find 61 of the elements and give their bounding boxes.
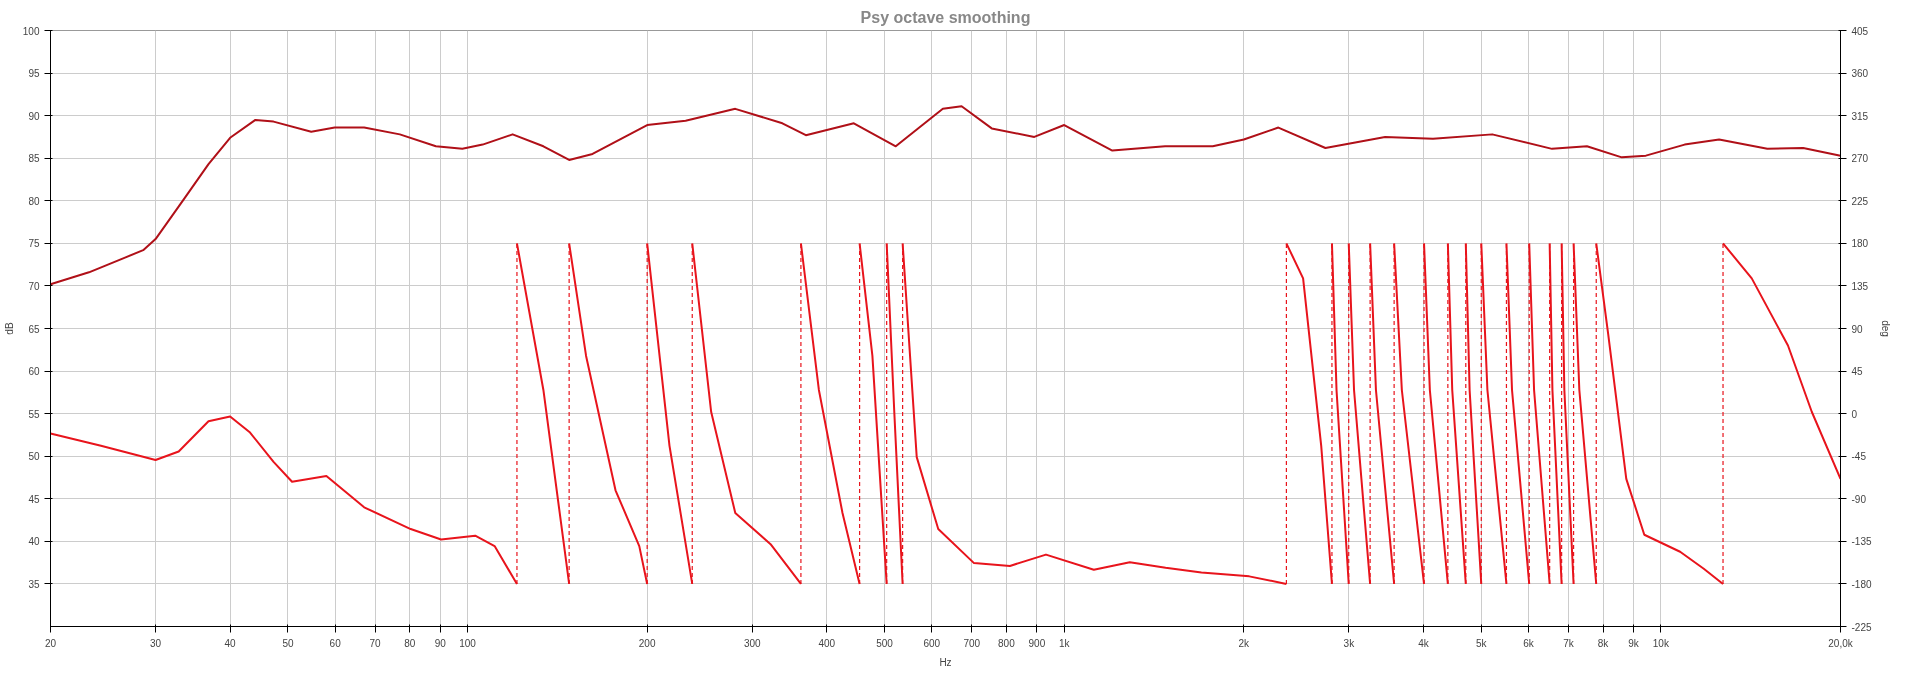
x-tick-label: 800 (998, 637, 1016, 649)
y2-tick-label: 0 (1851, 408, 1858, 420)
x-tick-label: 300 (743, 637, 762, 649)
x-tick-label: 1k (1058, 637, 1071, 649)
x-tick-label: 200 (638, 637, 656, 649)
y-tick-label: 55 (28, 408, 40, 420)
y-tick-label: 50 (28, 451, 40, 463)
x-tick-label: 900 (1028, 637, 1046, 649)
y-tick-label: 45 (28, 493, 40, 505)
y-tick-label: 40 (28, 536, 40, 548)
x-tick-label: 2k (1238, 637, 1251, 649)
y2-tick-label: 45 (1851, 366, 1864, 378)
x-tick-label: 8k (1597, 637, 1610, 649)
x-tick-label: 4k (1418, 637, 1430, 649)
y2-axis-title: deg (1879, 320, 1891, 337)
x-tick-label: 20,0k (1828, 637, 1854, 649)
x-tick-label: 7k (1563, 637, 1575, 649)
y-tick-label: 100 (22, 25, 40, 37)
x-tick-label: 6k (1523, 637, 1535, 649)
y-tick-label: 80 (28, 195, 40, 207)
y-axis-title: dB (3, 322, 15, 335)
x-tick-label: 40 (224, 637, 237, 649)
y-tick-label: 95 (28, 68, 40, 80)
y-tick-label: 60 (28, 366, 40, 378)
x-tick-label: 60 (329, 637, 342, 649)
y2-tick-label: 315 (1851, 110, 1869, 122)
y2-tick-label: -90 (1851, 493, 1867, 505)
x-tick-label: 600 (923, 637, 941, 649)
x-tick-label: 9k (1628, 637, 1640, 649)
x-tick-label: 30 (150, 637, 162, 649)
y-tick-label: 75 (28, 238, 40, 250)
x-tick-label: 90 (434, 637, 447, 649)
y2-tick-label: 225 (1851, 195, 1869, 207)
y2-tick-label: 360 (1851, 68, 1869, 80)
x-tick-label: 10k (1652, 637, 1670, 649)
y-tick-label: 35 (28, 578, 40, 590)
y2-tick-label: -225 (1851, 621, 1872, 633)
y2-tick-label: 135 (1851, 280, 1869, 292)
y2-tick-label: -45 (1851, 451, 1867, 463)
chart-title: Psy octave smoothing (860, 8, 1031, 26)
x-axis-title: Hz (939, 656, 952, 668)
y-tick-label: 65 (28, 323, 40, 335)
y2-tick-label: -135 (1851, 536, 1872, 548)
y-tick-label: 70 (28, 280, 40, 292)
x-tick-label: 100 (459, 637, 477, 649)
y2-tick-label: 90 (1851, 323, 1864, 335)
x-tick-label: 500 (876, 637, 894, 649)
x-tick-label: 80 (404, 637, 416, 649)
y-tick-label: 90 (28, 110, 40, 122)
y2-tick-label: 405 (1851, 25, 1869, 37)
x-tick-label: 5k (1475, 637, 1488, 649)
x-tick-label: 70 (369, 637, 382, 649)
x-tick-label: 20 (44, 637, 57, 649)
y2-tick-label: 180 (1851, 238, 1869, 250)
y-tick-label: 85 (28, 153, 40, 165)
x-tick-label: 50 (282, 637, 294, 649)
y2-tick-label: 270 (1851, 153, 1869, 165)
x-tick-label: 700 (963, 637, 981, 649)
x-tick-label: 400 (818, 637, 836, 649)
y2-tick-label: -180 (1851, 578, 1872, 590)
x-tick-label: 3k (1343, 637, 1356, 649)
